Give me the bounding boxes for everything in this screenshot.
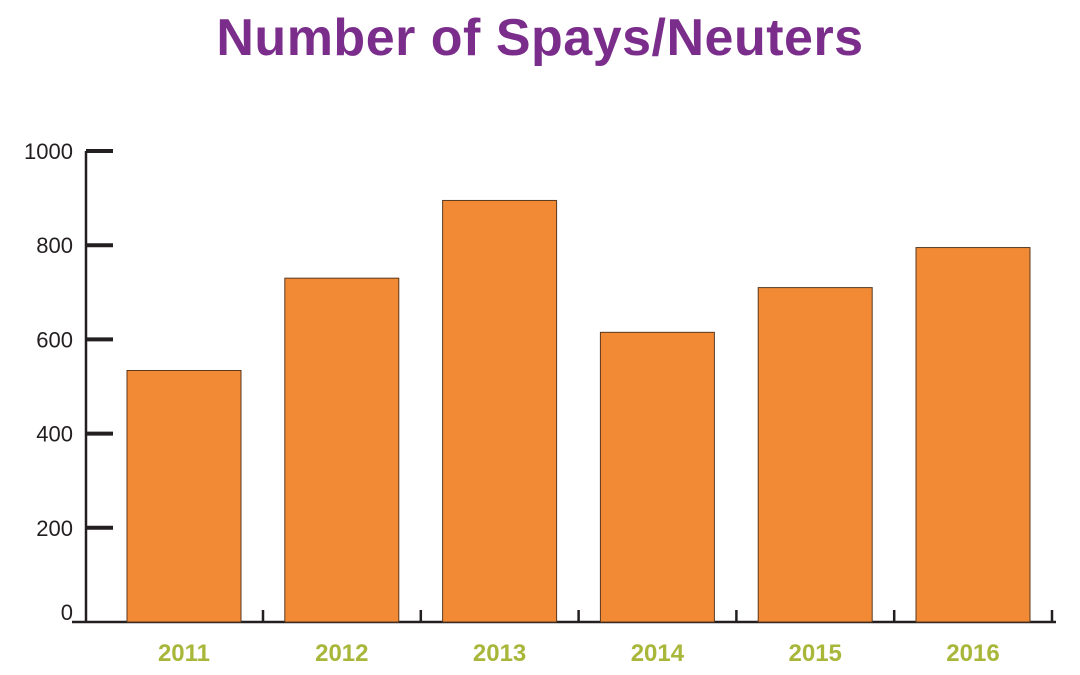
x-tick-label: 2012: [315, 640, 368, 667]
chart-title: Number of Spays/Neuters: [216, 9, 864, 67]
bar-2016: [915, 247, 1031, 623]
y-tick-label: 1000: [24, 139, 73, 164]
y-tick-label: 200: [36, 516, 73, 541]
bar-2011: [126, 369, 242, 623]
bar-2014: [599, 331, 715, 623]
bar-2015: [757, 287, 873, 623]
bar-2012: [284, 277, 400, 623]
y-tick-label: 400: [36, 422, 73, 447]
x-tick-label: 2015: [789, 640, 842, 667]
x-tick-label: 2011: [158, 640, 210, 667]
y-tick-label: 600: [36, 327, 73, 352]
y-tick-label: 800: [36, 233, 73, 258]
y-tick-label: 0: [61, 600, 73, 625]
x-tick-label: 2014: [631, 640, 685, 667]
bar-2013: [442, 199, 558, 623]
x-tick-label: 2016: [946, 640, 999, 667]
x-tick-label: 2013: [473, 640, 526, 667]
